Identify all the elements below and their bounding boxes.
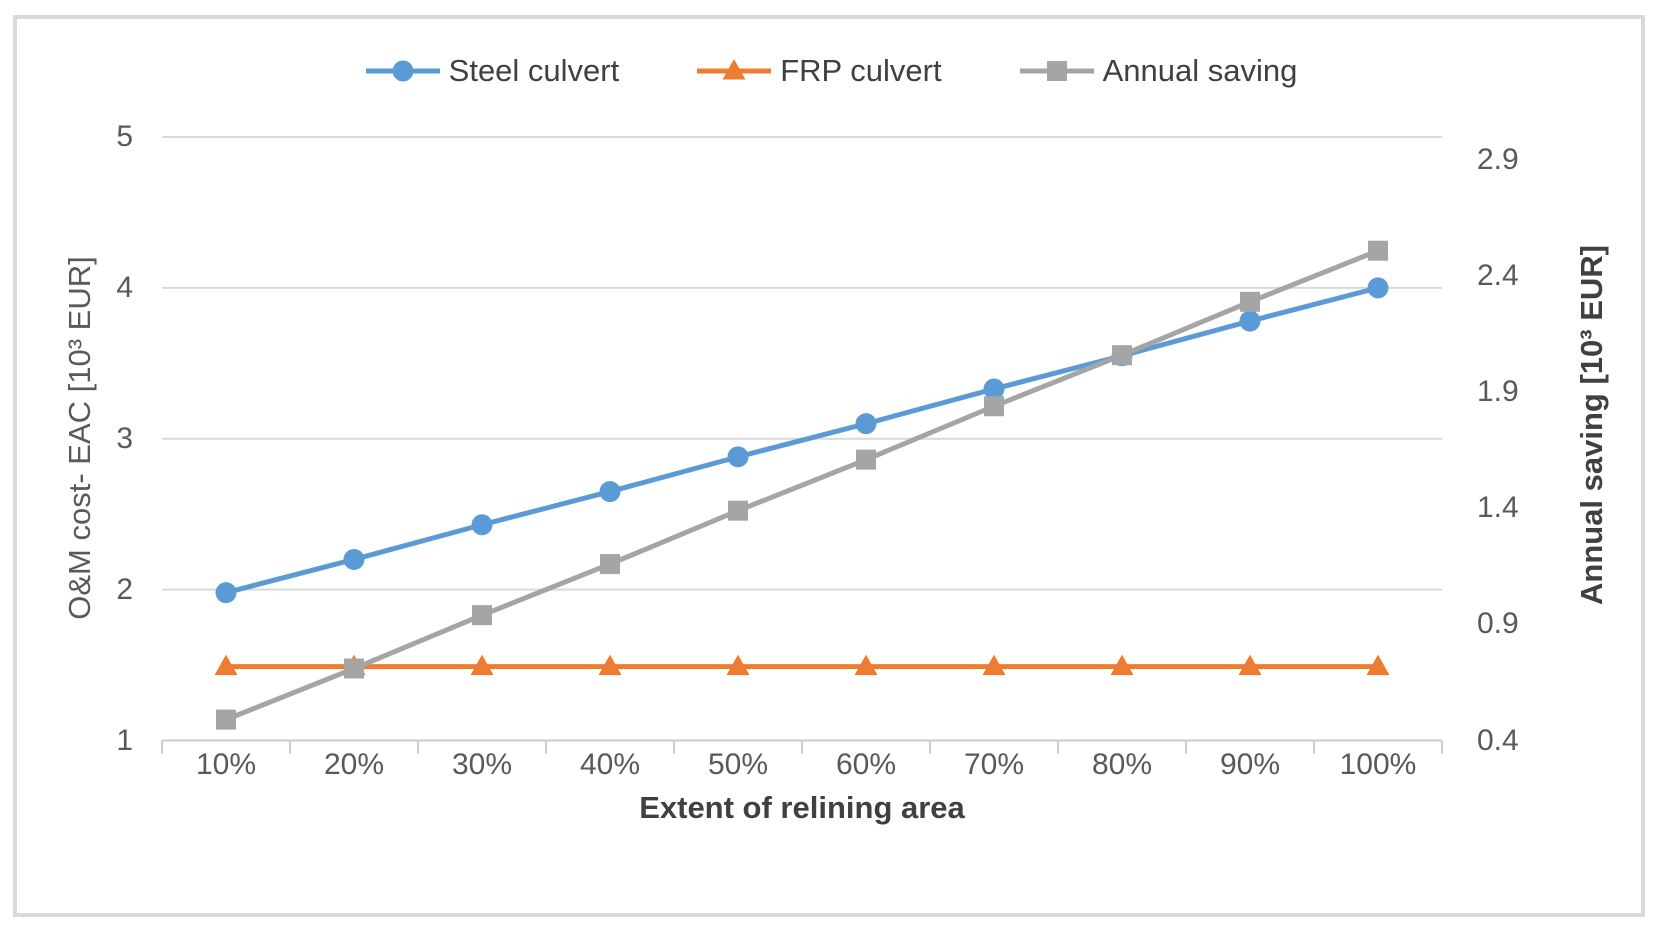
x-axis-tick-label: 80% bbox=[1091, 748, 1153, 781]
x-axis-tick-label: 20% bbox=[323, 748, 385, 781]
y-axis-right-title: Annual saving [10³ EUR] bbox=[1574, 245, 1609, 605]
legend-item-frp-culvert: FRP culvert bbox=[697, 52, 942, 90]
annual-saving-line-marker-icon bbox=[1019, 61, 1094, 81]
legend-label-steel-culvert: Steel culvert bbox=[448, 53, 620, 88]
legend-item-steel-culvert: Steel culvert bbox=[365, 52, 620, 90]
legend-item-annual-saving: Annual saving bbox=[1019, 52, 1298, 90]
legend-label-annual-saving: Annual saving bbox=[1102, 53, 1298, 88]
y-axis-left-tick-label: 5 bbox=[116, 120, 133, 153]
y-axis-right-tick-label: 2.9 bbox=[1477, 143, 1519, 177]
chart-legend: Steel culvert FRP culvert Annual saving bbox=[0, 52, 1663, 90]
x-axis-tick-label: 100% bbox=[1339, 748, 1417, 781]
x-axis-tick-label: 40% bbox=[579, 748, 641, 781]
y-axis-left-tick-label: 2 bbox=[116, 572, 133, 606]
y-axis-right-tick-label: 0.9 bbox=[1477, 607, 1519, 641]
x-axis-tick-label: 60% bbox=[835, 748, 897, 781]
y-axis-right-tick-label: 1.4 bbox=[1477, 491, 1519, 525]
y-axis-left-tick-label: 4 bbox=[116, 270, 133, 304]
x-axis-tick-label: 50% bbox=[707, 748, 769, 781]
y-axis-right-tick-label: 1.9 bbox=[1477, 375, 1519, 409]
steel-culvert-line-marker-icon bbox=[365, 60, 440, 82]
x-axis-tick-label: 30% bbox=[451, 748, 513, 781]
legend-label-frp-culvert: FRP culvert bbox=[780, 53, 942, 88]
x-axis-tick-label: 70% bbox=[963, 748, 1025, 781]
y-axis-left-tick-label: 1 bbox=[116, 723, 133, 757]
x-axis-tick-label: 10% bbox=[195, 748, 257, 781]
x-axis-tick-label: 90% bbox=[1219, 748, 1281, 781]
chart-frame bbox=[13, 15, 1645, 917]
frp-culvert-line-marker-icon bbox=[697, 59, 772, 80]
x-axis-title: Extent of relining area bbox=[639, 790, 965, 825]
y-axis-left-tick-label: 3 bbox=[116, 421, 133, 455]
y-axis-right-tick-label: 0.4 bbox=[1477, 723, 1519, 757]
y-axis-right-tick-label: 2.4 bbox=[1477, 259, 1519, 293]
y-axis-left-title: O&M cost- EAC [10³ EUR] bbox=[62, 256, 97, 620]
